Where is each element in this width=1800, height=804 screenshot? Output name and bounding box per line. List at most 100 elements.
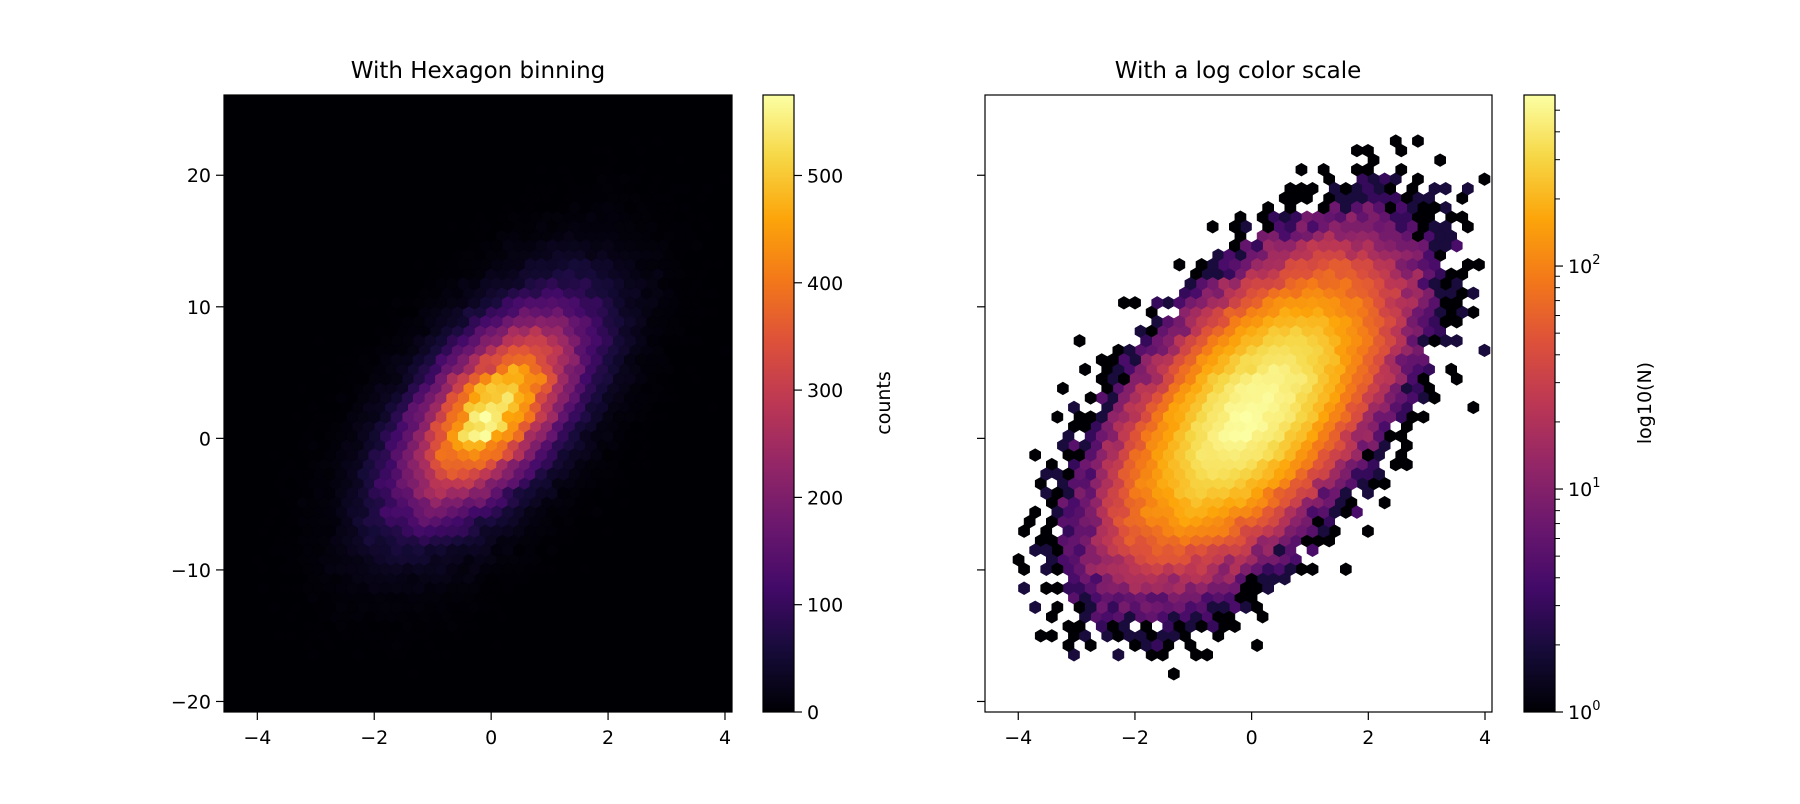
hexbin-cell: [1217, 524, 1230, 538]
hexbin-cell: [479, 239, 492, 253]
hexbin-cell: [668, 258, 681, 272]
hexbin-cell: [412, 391, 425, 405]
hexbin-cell: [1328, 372, 1341, 386]
hexbin-cell: [624, 296, 636, 310]
hexbin-cell: [1340, 258, 1352, 272]
hexbin-cell: [1284, 258, 1297, 272]
colorbar-tick-label: 100: [807, 595, 843, 617]
hexbin-cell: [1406, 277, 1419, 291]
x-tick-label: 4: [1479, 727, 1491, 749]
hexbin-cell: [568, 220, 581, 234]
hexbin-cell: [423, 277, 436, 291]
hexbin-cell: [1262, 277, 1274, 291]
hexbin-cell: [1251, 486, 1263, 500]
colorbar-tick-label: 400: [807, 273, 843, 295]
hexbin-cell: [1284, 372, 1297, 386]
hexbin-cell: [435, 296, 447, 310]
hexbin-cell: [1306, 505, 1319, 519]
hexbin-cell: [1450, 315, 1463, 329]
hexbin-cell: [501, 448, 514, 462]
hexbin-cell: [1351, 372, 1363, 386]
hexbin-cell: [679, 334, 692, 348]
hexbin-cell: [401, 619, 414, 634]
hexbin-cell: [1251, 562, 1263, 576]
hexbin-cell: [1206, 581, 1219, 595]
hexbin-cell: [1428, 277, 1441, 291]
hexbin-cell: [335, 467, 347, 481]
hexbin-cell: [601, 467, 614, 481]
hexbin-cell: [379, 467, 392, 481]
hexbin-cell: [1140, 334, 1152, 348]
hexbin-cell: [679, 239, 692, 253]
hexbin-cell: [1034, 629, 1047, 643]
hexbin-cell: [524, 181, 536, 196]
hexbin-cell: [1084, 562, 1097, 576]
hexbin-cell: [1140, 600, 1152, 614]
hexbin-cell: [1295, 258, 1308, 272]
hexbin-cell: [479, 448, 492, 462]
hexbin-cell: [457, 429, 470, 443]
hexbin-cell: [535, 486, 547, 500]
hexbin-cell: [1195, 467, 1208, 481]
hexbin-cell: [701, 258, 714, 272]
hexbin-cell: [601, 410, 614, 424]
hexbin-cell: [301, 581, 314, 595]
hexbin-cell: [1306, 448, 1319, 462]
hexbin-cell: [1284, 220, 1297, 234]
hexbin-cell: [1340, 372, 1352, 386]
hexbin-cell: [557, 334, 570, 348]
hexbin-cell: [290, 505, 303, 519]
hexbin-cell: [1328, 467, 1341, 481]
hexbin-cell: [446, 467, 459, 481]
hexbin-cell: [1328, 200, 1341, 215]
hexbin-cell: [601, 372, 614, 386]
hexbin-cell: [579, 410, 592, 424]
hexbin-cell: [390, 448, 403, 462]
hexbin-cell: [590, 391, 603, 405]
hexbin-cell: [479, 258, 492, 272]
hexbin-cell: [646, 258, 659, 272]
hexbin-cell: [446, 524, 459, 538]
hexbin-cell: [1273, 486, 1286, 500]
hexbin-cell: [579, 315, 592, 329]
hexbin-cell: [479, 353, 492, 367]
hexbin-cell: [1317, 505, 1330, 519]
hexbin-cell: [1062, 562, 1075, 576]
hexbin-cell: [401, 581, 414, 595]
hexbin-cell: [501, 429, 514, 443]
hexbin-cell: [1073, 543, 1086, 557]
hexbin-cell: [1062, 543, 1075, 557]
hexbin-cell: [635, 239, 648, 253]
hexbin-cell: [1262, 429, 1274, 443]
hexbin-cell: [1406, 181, 1419, 196]
hexbin-cell: [1373, 258, 1385, 272]
hexbin-cell: [1062, 581, 1075, 595]
hexbin-cell: [679, 200, 692, 215]
hexbin-cell: [312, 486, 325, 500]
hexbin-cell: [457, 334, 470, 348]
hexbin-cell: [557, 505, 570, 519]
hexbin-cell: [601, 258, 614, 272]
hexbin-cell: [335, 619, 347, 634]
hexbin-cell: [1062, 429, 1075, 443]
hexbin-cell: [1262, 220, 1274, 234]
hexbin-cell: [1428, 239, 1441, 253]
hexbin-cell: [1340, 429, 1352, 443]
hexbin-cell: [1162, 315, 1175, 329]
hexbin-cell: [1206, 372, 1219, 386]
hexbin-cell: [1229, 524, 1241, 538]
colorbar-tick-label: 102: [1568, 253, 1600, 278]
hexbin-cell: [624, 372, 636, 386]
hexbin-cell: [379, 638, 392, 653]
hexbin-cell: [323, 467, 336, 481]
hexbin-cell: [1373, 334, 1385, 348]
hexbin-cell: [557, 296, 570, 310]
hexbin-cell: [390, 562, 403, 576]
hexbin-cell: [423, 505, 436, 519]
hexbin-cell: [1373, 448, 1385, 462]
hexbin-cell: [401, 448, 414, 462]
hexbin-cell: [546, 391, 559, 405]
hexbin-cell: [1340, 353, 1352, 367]
hexbin-cell: [1417, 391, 1430, 405]
hexbin-cell: [1095, 467, 1108, 481]
